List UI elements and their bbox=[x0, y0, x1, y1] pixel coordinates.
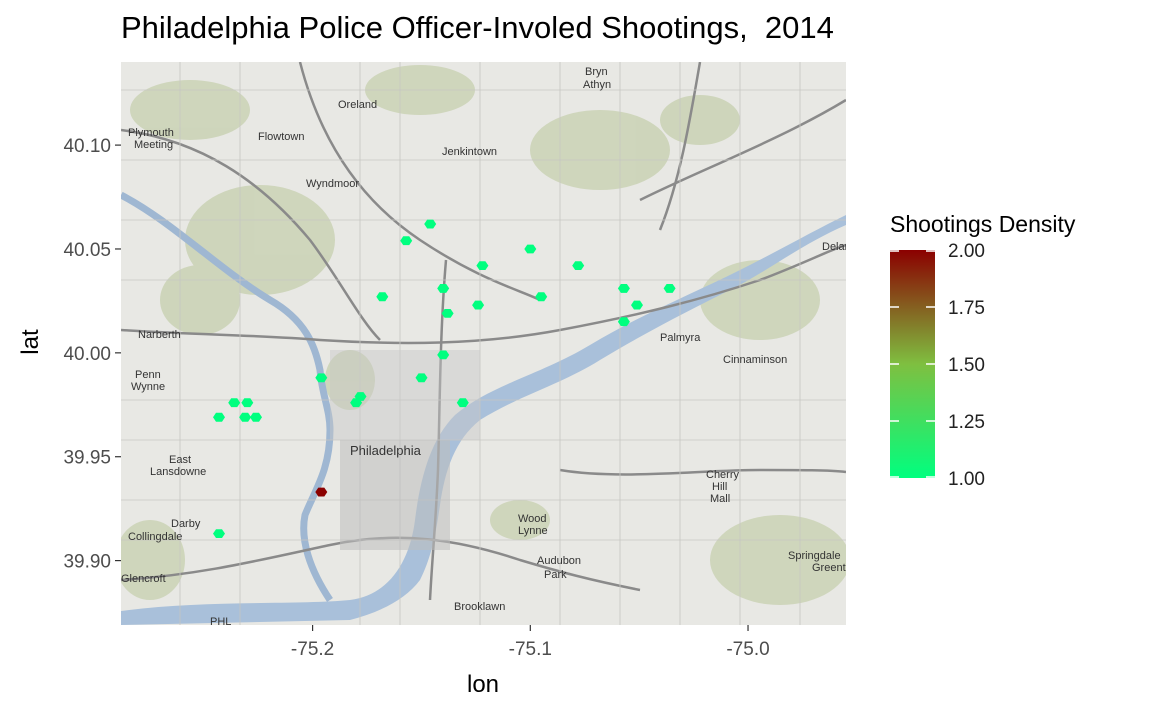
x-tick-label: -75.1 bbox=[509, 639, 552, 660]
y-axis: 39.90 39.95 40.00 40.05 40.10 bbox=[63, 136, 121, 573]
shooting-point bbox=[315, 373, 328, 383]
shooting-point bbox=[241, 398, 254, 408]
legend-tick-label: 1.75 bbox=[948, 298, 985, 319]
svg-text:Narberth: Narberth bbox=[138, 329, 181, 341]
svg-text:Delan: Delan bbox=[822, 241, 851, 253]
shooting-point bbox=[213, 529, 225, 538]
x-tick-label: -75.0 bbox=[726, 639, 769, 660]
svg-text:Wynne: Wynne bbox=[131, 381, 165, 393]
shooting-point bbox=[535, 292, 548, 302]
shooting-point bbox=[456, 398, 469, 408]
shooting-point bbox=[572, 261, 585, 270]
legend-tick-label: 2.00 bbox=[948, 241, 985, 262]
shooting-point bbox=[524, 244, 537, 254]
svg-text:Park: Park bbox=[544, 569, 567, 581]
svg-text:Mall: Mall bbox=[710, 493, 730, 505]
svg-text:Palmyra: Palmyra bbox=[660, 332, 701, 344]
legend-tick-label: 1.00 bbox=[948, 469, 985, 490]
svg-text:Springdale: Springdale bbox=[788, 550, 841, 562]
svg-text:Meeting: Meeting bbox=[134, 139, 173, 151]
shooting-point bbox=[213, 412, 225, 422]
svg-text:Lynne: Lynne bbox=[518, 525, 548, 537]
legend-tick-label: 1.50 bbox=[948, 355, 985, 376]
svg-text:Athyn: Athyn bbox=[583, 79, 611, 91]
svg-text:PHL: PHL bbox=[210, 616, 231, 628]
y-tick-label: 40.05 bbox=[63, 240, 111, 261]
svg-text:Philadelphia: Philadelphia bbox=[350, 443, 422, 458]
shooting-point bbox=[617, 284, 630, 293]
shooting-point bbox=[228, 398, 241, 408]
svg-text:Cherry: Cherry bbox=[706, 469, 740, 481]
shooting-point bbox=[376, 292, 389, 302]
svg-text:Glencroft: Glencroft bbox=[121, 573, 166, 585]
x-axis: -75.2 -75.1 -75.0 bbox=[291, 625, 770, 660]
shooting-point bbox=[476, 261, 489, 270]
svg-text:Hill: Hill bbox=[712, 481, 727, 493]
shooting-point bbox=[663, 284, 676, 293]
shooting-point bbox=[350, 398, 363, 408]
y-tick-label: 39.90 bbox=[63, 552, 111, 573]
svg-text:Brooklawn: Brooklawn bbox=[454, 601, 505, 613]
legend-title: Shootings Density bbox=[890, 211, 1076, 237]
svg-text:Plymouth: Plymouth bbox=[128, 127, 174, 139]
svg-text:Lansdowne: Lansdowne bbox=[150, 466, 206, 478]
svg-text:Audubon: Audubon bbox=[537, 555, 581, 567]
svg-text:Jenkintown: Jenkintown bbox=[442, 146, 497, 158]
shooting-point bbox=[472, 300, 485, 310]
svg-text:Bryn: Bryn bbox=[585, 66, 608, 78]
data-points bbox=[213, 219, 676, 538]
svg-text:Flowtown: Flowtown bbox=[258, 131, 304, 143]
legend-tick-label: 1.25 bbox=[948, 412, 985, 433]
svg-text:Penn: Penn bbox=[135, 369, 161, 381]
shooting-point bbox=[617, 317, 630, 327]
legend: Shootings Density 1.00 1.25 1.50 1.75 2.00 bbox=[890, 211, 1076, 490]
shooting-point bbox=[315, 487, 328, 497]
shooting-point bbox=[239, 412, 252, 422]
y-tick-label: 40.10 bbox=[63, 136, 111, 157]
shooting-point bbox=[400, 236, 413, 246]
shooting-point bbox=[250, 412, 262, 422]
svg-text:Greent: Greent bbox=[812, 562, 846, 574]
shooting-point bbox=[424, 219, 437, 229]
svg-text:Wyndmoor: Wyndmoor bbox=[306, 178, 359, 190]
y-tick-label: 39.95 bbox=[63, 448, 111, 469]
chart-title: Philadelphia Police Officer-Involed Shoo… bbox=[121, 10, 834, 45]
x-axis-title: lon bbox=[467, 671, 499, 698]
svg-text:Wood: Wood bbox=[518, 513, 547, 525]
svg-text:Darby: Darby bbox=[171, 518, 201, 530]
legend-ticks: 1.00 1.25 1.50 1.75 2.00 bbox=[890, 241, 985, 490]
shooting-point bbox=[441, 309, 454, 318]
svg-text:Cinnaminson: Cinnaminson bbox=[723, 354, 787, 366]
shooting-point bbox=[437, 284, 450, 293]
svg-text:Collingdale: Collingdale bbox=[128, 531, 182, 543]
shooting-point bbox=[437, 350, 450, 360]
y-tick-label: 40.00 bbox=[63, 344, 111, 365]
shooting-point bbox=[415, 373, 428, 383]
svg-text:East: East bbox=[169, 454, 191, 466]
svg-text:Oreland: Oreland bbox=[338, 99, 377, 111]
shooting-point bbox=[631, 300, 643, 310]
x-tick-label: -75.2 bbox=[291, 639, 334, 660]
y-axis-title: lat bbox=[17, 329, 44, 355]
